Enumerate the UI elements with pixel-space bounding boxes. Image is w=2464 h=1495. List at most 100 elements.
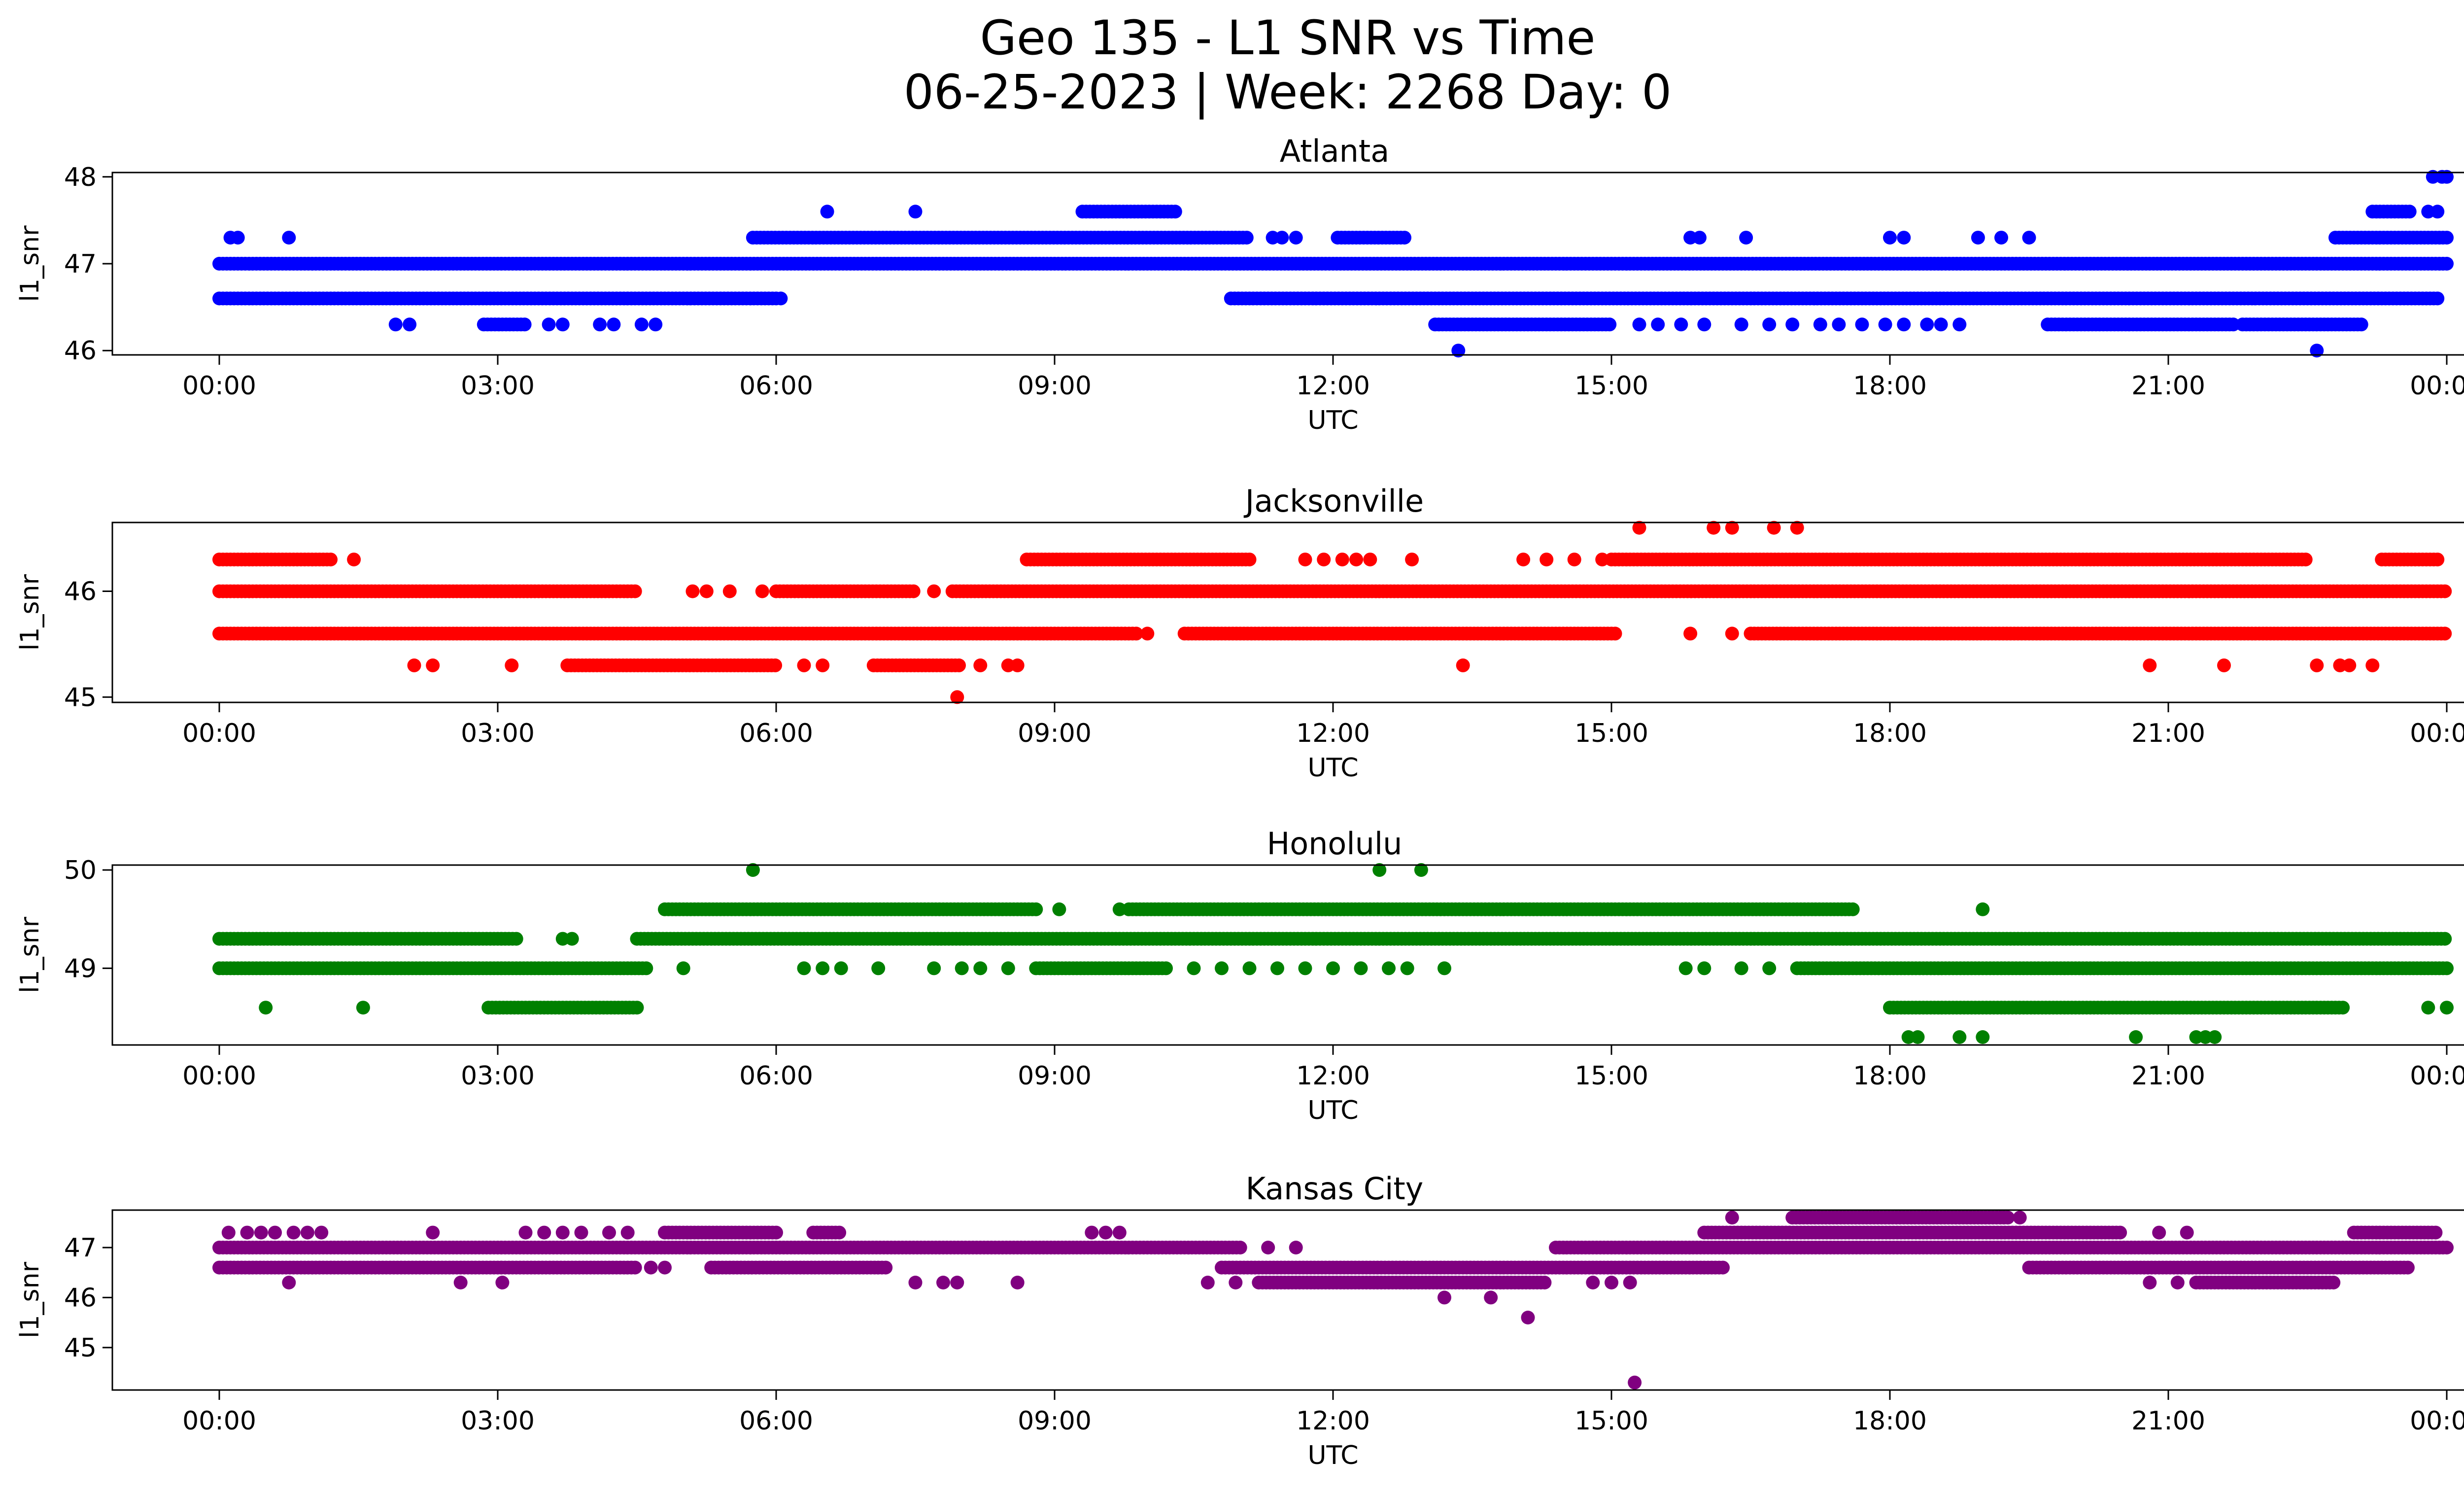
figure-subtitle: 06-25-2023 | Week: 2268 Day: 0 [903,65,1672,120]
data-point [2208,1030,2222,1044]
data-point [908,205,923,219]
data-point [797,658,811,672]
data-point [324,553,338,567]
data-point [1516,553,1531,567]
data-point [2310,658,2324,672]
data-point [2402,205,2417,219]
data-point [1349,553,1364,567]
x-tick-label: 15:00 [1574,719,1648,748]
data-point [1832,317,1846,332]
data-point [1952,317,1967,332]
data-point [347,553,361,567]
x-tick-label: 06:00 [739,371,813,401]
x-tick-label: 15:00 [1574,1061,1648,1091]
data-point [2365,658,2380,672]
data-point [2022,231,2036,245]
data-point [1275,231,1289,245]
y-tick-label: 47 [64,249,97,279]
data-point [816,658,830,672]
data-point [2438,932,2452,946]
data-point [1405,553,1419,567]
data-point [1725,521,1739,535]
data-point [1855,317,1869,332]
data-point [816,961,830,975]
data-point [1289,231,1303,245]
data-point [565,932,579,946]
data-point [973,961,988,975]
data-point [1298,553,1312,567]
data-point [2440,1001,2454,1015]
data-point [2430,205,2445,219]
data-point [1398,231,1411,245]
data-point [356,1001,370,1015]
data-point [1762,317,1777,332]
x-axis-label: UTC [1307,406,1358,435]
data-point [1001,961,1015,975]
data-point [593,317,607,332]
data-point [1813,317,1827,332]
data-point [1920,317,1934,332]
data-point [1897,317,1911,332]
y-tick-label: 48 [64,163,97,192]
data-point [630,1001,644,1015]
data-point [403,317,417,332]
data-point [542,317,556,332]
x-tick-label: 00:00 [2410,371,2464,401]
data-point [628,584,642,598]
data-point [1734,961,1748,975]
data-point [699,584,714,598]
x-tick-label: 21:00 [2131,1061,2205,1091]
data-point [1140,626,1155,641]
scatter-points [212,170,2454,358]
data-point [2143,658,2157,672]
data-point [2440,231,2454,245]
data-point [955,961,969,975]
data-point [2298,553,2313,567]
data-point [1697,317,1711,332]
x-tick-label: 00:00 [182,719,256,748]
data-point [1382,961,1396,975]
data-point [1010,658,1025,672]
data-point [407,658,421,672]
subplot-title: Atlanta [1280,133,1389,169]
data-point [1674,317,1688,332]
scatter-points [212,521,2452,704]
x-tick-label: 12:00 [1296,719,1370,748]
data-point [2438,584,2452,598]
data-point [1567,553,1581,567]
y-axis-label: l1_snr [15,916,45,993]
data-point [685,584,700,598]
data-point [2354,317,2368,332]
data-point [1934,317,1948,332]
data-point [1846,902,1860,916]
data-point [1029,902,1043,916]
data-point [1697,961,1711,975]
data-point [1456,658,1470,672]
scatter-points [212,863,2454,1044]
y-axis-label: l1_snr [15,225,45,302]
data-point [505,658,519,672]
data-point [649,317,663,332]
data-point [820,205,834,219]
data-point [1734,317,1748,332]
y-tick-label: 50 [64,856,97,885]
data-point [2421,1001,2435,1015]
data-point [1052,902,1066,916]
data-point [1762,961,1777,975]
data-point [1298,961,1312,975]
data-point [1678,961,1693,975]
y-tick-label: 46 [64,577,97,607]
y-tick-label: 45 [64,683,97,712]
x-tick-label: 03:00 [461,371,535,401]
data-point [1437,961,1451,975]
data-point [1540,553,1554,567]
data-point [1112,902,1127,916]
data-point [1451,344,1466,358]
data-point [1168,205,1182,219]
data-point [1159,961,1173,975]
data-point [1785,317,1800,332]
data-point [2440,961,2454,975]
